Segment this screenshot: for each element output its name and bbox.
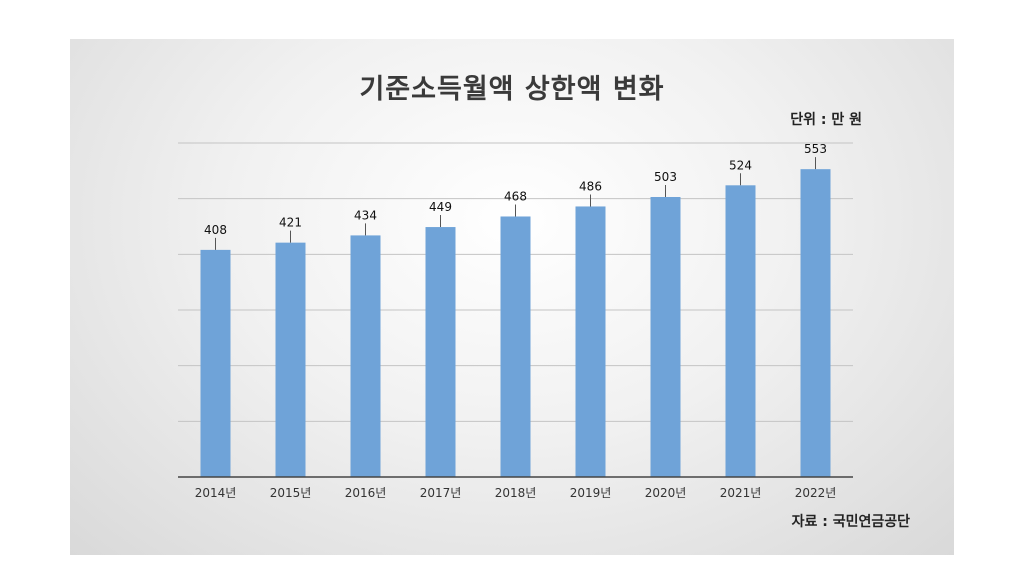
bar-2022년 (800, 169, 831, 477)
x-tick-label: 2017년 (420, 486, 462, 500)
x-tick-label: 2019년 (570, 486, 612, 500)
source-label: 자료 : 국민연금공단 (791, 514, 910, 530)
data-label-2014년: 408 (204, 223, 227, 237)
x-tick-label: 2018년 (495, 486, 537, 500)
x-tick-label: 2021년 (720, 486, 762, 500)
data-label-2017년: 449 (429, 200, 452, 214)
bar-2016년 (350, 235, 381, 477)
data-label-2015년: 421 (279, 216, 302, 230)
bar-2020년 (650, 196, 681, 477)
unit-label: 단위 : 만 원 (790, 112, 862, 128)
x-tick-label: 2022년 (795, 486, 837, 500)
chart-title: 기준소득월액 상한액 변화 (359, 74, 665, 105)
bar-2019년 (575, 206, 606, 477)
chart-panel: 기준소득월액 상한액 변화 단위 : 만 원 408 2014년 421 2015년 4… (70, 39, 954, 555)
bar-2015년 (275, 242, 306, 477)
bar-2018년 (500, 216, 531, 478)
data-label-2018년: 468 (504, 189, 527, 203)
bar-2014년 (200, 249, 231, 477)
x-tick-label: 2014년 (195, 486, 237, 500)
x-tick-label: 2016년 (345, 486, 387, 500)
bar-2017년 (425, 227, 456, 477)
data-label-2021년: 524 (729, 158, 752, 172)
data-label-2020년: 503 (654, 170, 677, 184)
x-tick-label: 2020년 (645, 486, 687, 500)
data-label-2022년: 553 (804, 142, 827, 156)
bar-chart: 408 2014년 421 2015년 434 2016년 449 2017년 468 2018년… (178, 142, 853, 500)
data-label-2019년: 486 (579, 179, 602, 193)
data-label-2016년: 434 (354, 208, 377, 222)
bar-2021년 (725, 185, 756, 477)
x-tick-label: 2015년 (270, 486, 312, 500)
